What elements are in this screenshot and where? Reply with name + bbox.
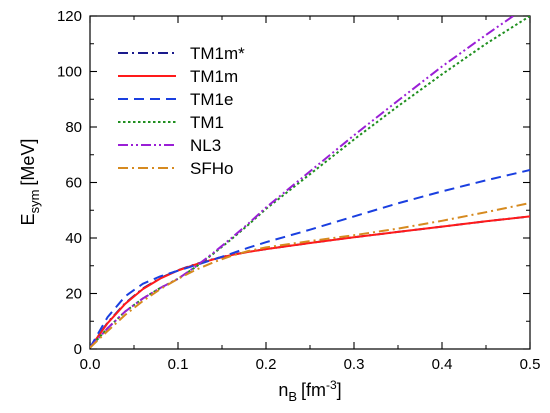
series-line-tm1e [90,169,530,349]
legend-label-tm1m: TM1m [190,67,238,86]
y-axis-title: Esym [MeV] [18,139,42,226]
x-tick-label: 0.3 [344,356,365,373]
y-tick-label: 40 [65,230,82,247]
axis-ticks: 0.0 0.1 0.2 0.3 0.4 0.5 0 20 40 60 80 100 120 [57,8,540,373]
x-tick-label: 0.0 [80,356,101,373]
series-curves [90,16,530,349]
legend-label-tm1: TM1 [190,113,224,132]
legend-label-sfho: SFHo [190,159,233,178]
x-axis-title: nB [fm-3] [278,378,341,404]
y-tick-label: 80 [65,119,82,136]
series-line-tm1m [90,215,530,349]
series-line-nl3 [90,16,516,349]
x-tick-label: 0.5 [520,356,541,373]
series-line-sfho [90,202,530,349]
y-tick-label: 20 [65,286,82,303]
x-tick-label: 0.2 [256,356,277,373]
x-axis-symbol: n [278,380,288,400]
series-line-tm1 [90,16,530,349]
x-axis-unit-close: ] [337,380,342,400]
legend-label-tm1m-star: TM1m* [190,44,245,63]
legend-label-tm1e: TM1e [190,90,233,109]
y-tick-label: 0 [74,341,82,358]
y-tick-label: 100 [57,64,82,81]
y-tick-label: 120 [57,8,82,25]
legend: TM1m* TM1m TM1e TM1 NL3 SFHo [118,44,245,178]
x-axis-subscript: B [288,389,297,404]
x-axis-unit-open: [fm [301,380,326,400]
x-tick-label: 0.4 [432,356,453,373]
y-axis-unit: [MeV] [18,139,38,186]
y-tick-label: 60 [65,175,82,192]
x-axis-unit-exponent: -3 [326,378,337,392]
x-tick-label: 0.1 [168,356,189,373]
y-axis-symbol: E [18,213,38,225]
legend-label-nl3: NL3 [190,136,221,155]
y-axis-subscript: sym [27,190,42,214]
plot-frame [89,15,531,350]
